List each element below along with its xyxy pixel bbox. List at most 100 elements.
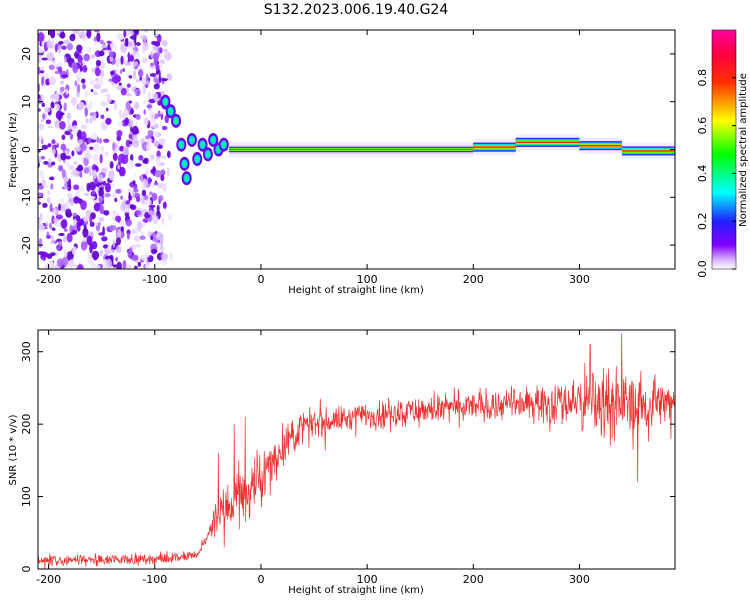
spectrogram-noise-blob [159,110,165,115]
spectrogram-noise-blob [113,101,118,111]
spectrogram-noise-blob [120,155,129,165]
spectrogram-noise-blob [150,155,155,159]
snr-x-tick-label: -200 [36,573,61,586]
spectrogram-noise-blob [128,134,133,139]
spectrogram-noise-blob [135,226,138,235]
spectrogram-noise-blob [89,79,96,86]
spectrogram-y-ticks: -20 -10 0 10 20 [20,47,675,254]
chart-title: S132.2023.006.19.40.G24 [264,2,449,18]
spectrogram-noise-blob [46,259,54,267]
snr-panel: -200 -100 0 100 200 300 0 100 200 300 Height of … [8,329,676,596]
spectrogram-noise-blob [159,245,165,253]
spectrogram-noise-blob [132,125,139,135]
spectrogram-noise-blob [95,59,101,67]
spectrogram-noise-blob [100,43,107,49]
spectrogram-noise-blob [161,252,169,261]
spectrogram-noise-blob [38,123,45,131]
spectrogram-y-tick-label: 10 [20,95,33,109]
spectrogram-noise-blob [157,110,161,118]
spectrogram-noise-blob [91,241,98,250]
spectrogram-x-tick-label: -200 [36,273,61,286]
spectrogram-noise-blob [149,110,156,120]
spectrogram-noise-blob [96,32,101,43]
spectrogram-noise-blob [60,80,65,85]
spectrogram-noise-blob [66,251,74,262]
spectrogram-noise-blob [127,52,131,60]
spectrogram-noise-blob [66,118,71,126]
spectrogram-noise-blob [72,212,78,217]
spectrogram-noise-blob [116,130,123,138]
spectrogram-noise-blob [38,73,44,78]
spectrogram-noise-blob [81,246,87,251]
spectrogram-noise-blob [135,244,142,248]
spectrogram-noise-blob [120,226,124,233]
spectrogram-noise-blob [111,76,120,83]
spectrogram-noise-blob [120,203,126,212]
spectrogram-noise-blob [142,41,149,51]
spectrogram-noise-blob [123,209,130,213]
spectrogram-noise-blob [63,39,71,45]
spectrogram-noise-blob [62,256,69,266]
spectrogram-noise-blob [156,156,161,161]
spectrogram-noise-blob [119,69,123,75]
spectrogram-noise-blob [134,163,142,167]
spectrogram-noise-blob [148,65,156,70]
spectrogram-noise-blob [93,202,101,212]
spectrogram-noise-blob [149,191,153,196]
spectrogram-noise-blob [58,40,64,45]
spectrogram-noise-blob [82,83,86,90]
spectrogram-noise-blob [127,40,135,50]
snr-y-tick-label: 100 [20,486,33,507]
spectrogram-noise-blob [61,134,66,140]
spectrogram-noise-blob [153,140,160,147]
spectrogram-noise-blob [77,139,84,145]
spectrogram-noise-blob [84,91,89,97]
spectrogram-noise-blob [135,113,141,121]
spectrogram-noise-blob [145,143,152,151]
spectrogram-noise-blob [99,153,103,164]
spectrogram-noise-blob [66,43,74,51]
snr-series-line [38,333,675,569]
spectrogram-y-tick-label: -20 [20,236,33,254]
spectrogram-noise-blob [105,258,113,269]
spectrogram-noise-blob [137,228,141,232]
spectrogram-noise-blob [132,180,136,185]
spectrogram-noise-blob [72,30,80,35]
spectrogram-noise-blob [84,192,89,197]
spectrogram-noise-blob [58,114,61,122]
spectrogram-noise-blob [162,201,167,209]
spectrogram-noise-blob [70,97,78,106]
spectrogram-noise-blob [51,139,56,144]
spectrogram-noise-blob [140,174,144,183]
snr-x-tick-label: -100 [142,573,167,586]
spectrogram-noise-blob [158,195,164,202]
spectrogram-noise-blob [146,104,153,109]
spectrogram-noise-blob [58,232,65,237]
spectrogram-noise-blob [38,219,43,226]
spectrogram-noise-blob [151,192,158,201]
spectrogram-transition-center [190,137,194,143]
spectrogram-noise-blob [73,218,77,228]
spectrogram-transition-center [185,175,189,181]
spectrogram-noise-blob [158,75,162,83]
spectrogram-noise-blob [93,255,98,261]
spectrogram-noise-blob [46,39,52,49]
spectrogram-noise-blob [135,79,140,83]
spectrogram-noise-blob [125,101,131,111]
spectrogram-noise-blob [71,150,75,157]
spectrogram-noise-blob [115,215,122,223]
spectrogram-noise-blob [99,88,106,93]
spectrogram-noise-blob [133,235,141,242]
spectrogram-noise-blob [143,157,149,165]
spectrogram-noise-blob [151,248,158,254]
snr-frame [37,329,676,570]
spectrogram-noise-blob [155,63,160,71]
spectrogram-tone-band [621,150,675,152]
spectrogram-noise-blob [105,182,111,193]
spectrogram-noise-blob [73,161,78,165]
spectrogram-x-tick-label: -100 [142,273,167,286]
spectrogram-noise-blob [130,154,134,162]
spectrogram-noise-blob [124,40,129,47]
spectrogram-noise-blob [166,166,170,177]
colorbar-tick-label: 0.8 [696,69,709,87]
